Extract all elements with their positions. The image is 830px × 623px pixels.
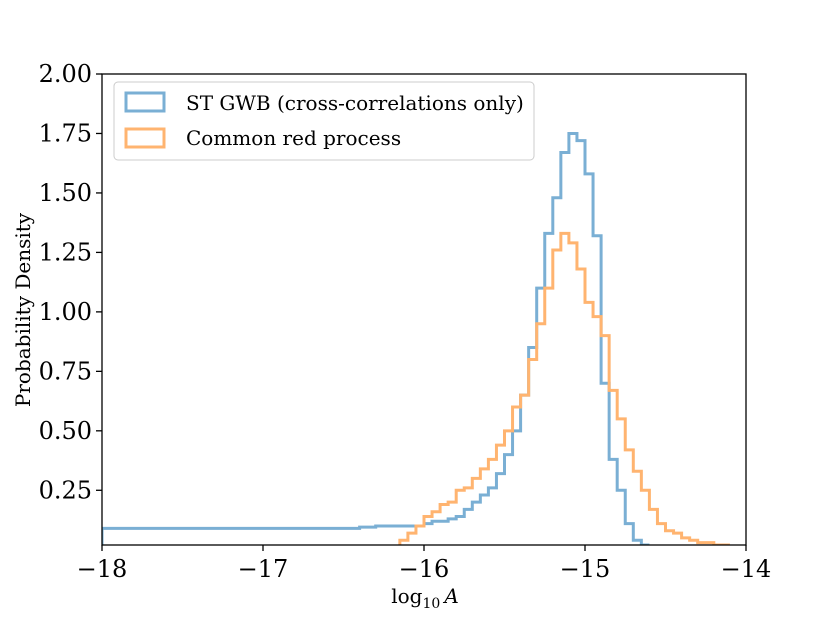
y-tick-label: 1.25 <box>39 238 92 266</box>
ticks: −18 −17 −16 −15 −14 0.25 0.50 0.75 1.00 1.25 1.50 1… <box>39 60 772 583</box>
legend: ST GWB (cross-correlations only) Common … <box>113 81 535 161</box>
legend-frame <box>113 81 535 161</box>
y-tick-label: 1.50 <box>39 179 92 207</box>
x-tick-label: −17 <box>238 555 289 583</box>
y-axis-label: Probability Density <box>11 212 35 407</box>
y-tick-label: 0.50 <box>39 417 92 445</box>
y-tick-label: 0.25 <box>39 476 92 504</box>
x-tick-label: −15 <box>560 555 611 583</box>
y-tick-label: 0.75 <box>39 357 92 385</box>
y-tick-label: 2.00 <box>39 60 92 88</box>
y-tick-label: 1.75 <box>39 119 92 147</box>
series-layer <box>102 131 730 545</box>
series-line-1 <box>398 231 730 545</box>
x-tick-label: −18 <box>77 555 128 583</box>
y-tick-label: 1.00 <box>39 298 92 326</box>
legend-swatch-st-gwb <box>124 91 166 113</box>
x-tick-label: −16 <box>399 555 450 583</box>
x-tick-label: −14 <box>721 555 772 583</box>
legend-label-st-gwb: ST GWB (cross-correlations only) <box>186 91 524 115</box>
legend-swatch-common-red <box>124 127 166 149</box>
x-axis-label: log10 A <box>391 584 459 612</box>
series-line-0 <box>102 131 650 545</box>
legend-label-common-red: Common red process <box>186 126 401 150</box>
